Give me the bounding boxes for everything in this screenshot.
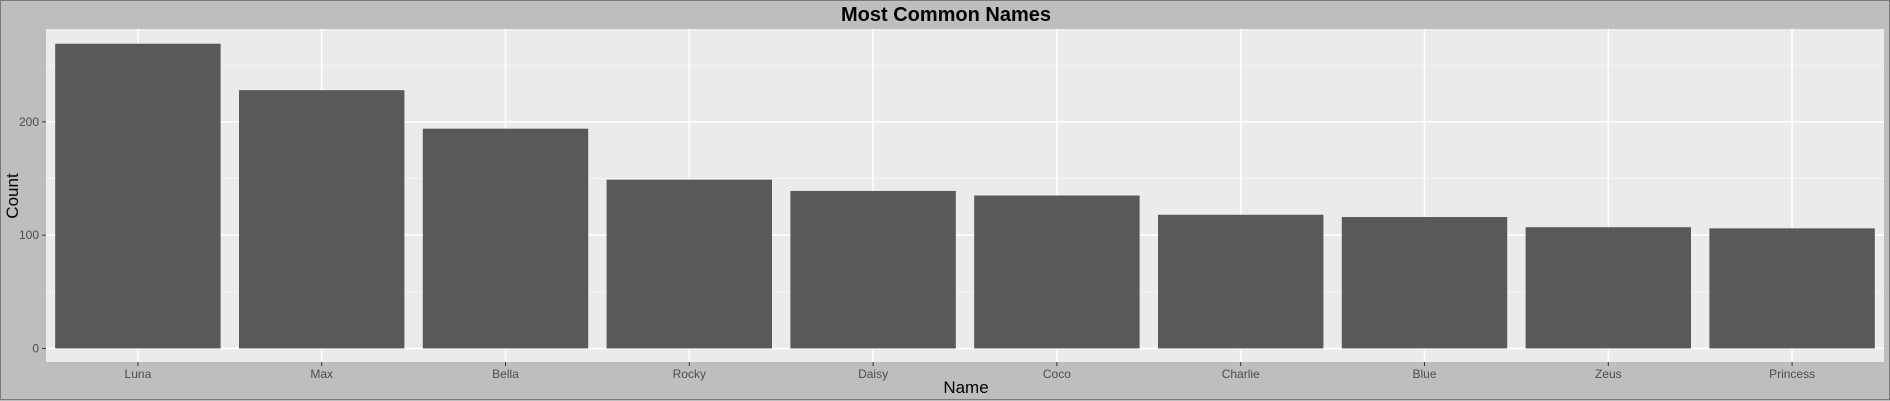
y-axis-tick-labels: 0 100 200 <box>19 115 39 356</box>
x-tick-label: Rocky <box>673 367 706 381</box>
y-tick-label: 200 <box>19 115 39 129</box>
bar-bella <box>422 128 589 349</box>
bar-zeus <box>1525 227 1692 349</box>
bar-max <box>238 90 405 349</box>
y-tick-label: 100 <box>19 228 39 242</box>
x-tick-label: Princess <box>1769 367 1815 381</box>
y-axis-ticks <box>42 121 46 349</box>
chart-title: Most Common Names <box>841 4 1051 26</box>
x-axis-ticks <box>137 362 1793 366</box>
y-axis-label: Count <box>3 173 22 219</box>
x-tick-label: Blue <box>1412 367 1436 381</box>
bar-blue <box>1341 217 1508 349</box>
bar-coco <box>974 195 1140 349</box>
bar-daisy <box>790 190 956 349</box>
bar-charlie <box>1157 214 1324 349</box>
x-tick-label: Zeus <box>1595 367 1622 381</box>
x-tick-label: Charlie <box>1222 367 1260 381</box>
x-tick-label: Coco <box>1043 367 1071 381</box>
x-tick-label: Bella <box>492 367 519 381</box>
bar-princess <box>1709 228 1875 349</box>
y-tick-label: 0 <box>32 341 39 355</box>
bar-luna <box>55 43 221 349</box>
x-tick-label: Max <box>310 367 333 381</box>
x-axis-tick-labels: Luna Max Bella Rocky Daisy Coco Charlie Blue Zeu… <box>125 367 1816 381</box>
x-axis-label: Name <box>943 378 988 397</box>
bars <box>55 43 1875 349</box>
x-tick-label: Luna <box>125 367 152 381</box>
x-tick-label: Daisy <box>858 367 888 381</box>
bar-rocky <box>606 179 773 349</box>
